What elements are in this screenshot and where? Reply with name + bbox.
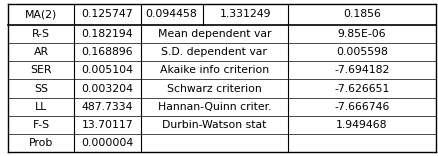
Text: 0.1856: 0.1856 <box>343 10 381 20</box>
Text: Akaike info criterion: Akaike info criterion <box>160 65 269 75</box>
Text: SER: SER <box>30 65 52 75</box>
Text: Hannan-Quinn criter.: Hannan-Quinn criter. <box>158 102 271 112</box>
Text: MA(2): MA(2) <box>25 10 57 20</box>
Text: 0.005598: 0.005598 <box>336 47 388 57</box>
Text: 1.949468: 1.949468 <box>336 120 388 130</box>
Text: Durbin-Watson stat: Durbin-Watson stat <box>162 120 267 130</box>
Text: R-S: R-S <box>32 29 50 39</box>
Text: 1.331249: 1.331249 <box>219 10 271 20</box>
Text: 0.003204: 0.003204 <box>81 84 134 94</box>
Text: 0.000004: 0.000004 <box>81 138 134 148</box>
Text: Mean dependent var: Mean dependent var <box>158 29 271 39</box>
Text: SS: SS <box>34 84 48 94</box>
Text: 0.182194: 0.182194 <box>81 29 133 39</box>
Text: 13.70117: 13.70117 <box>81 120 133 130</box>
Text: F-S: F-S <box>32 120 49 130</box>
Text: 487.7334: 487.7334 <box>81 102 133 112</box>
Text: -7.666746: -7.666746 <box>334 102 390 112</box>
Text: -7.694182: -7.694182 <box>334 65 390 75</box>
Text: 9.85E-06: 9.85E-06 <box>338 29 386 39</box>
Text: 0.094458: 0.094458 <box>146 10 198 20</box>
Text: LL: LL <box>35 102 47 112</box>
Text: 0.005104: 0.005104 <box>81 65 134 75</box>
Text: Prob: Prob <box>29 138 53 148</box>
Text: Schwarz criterion: Schwarz criterion <box>167 84 262 94</box>
Text: AR: AR <box>33 47 49 57</box>
Text: S.D. dependent var: S.D. dependent var <box>162 47 267 57</box>
Text: -7.626651: -7.626651 <box>334 84 390 94</box>
Text: 0.125747: 0.125747 <box>81 10 133 20</box>
Text: 0.168896: 0.168896 <box>81 47 133 57</box>
